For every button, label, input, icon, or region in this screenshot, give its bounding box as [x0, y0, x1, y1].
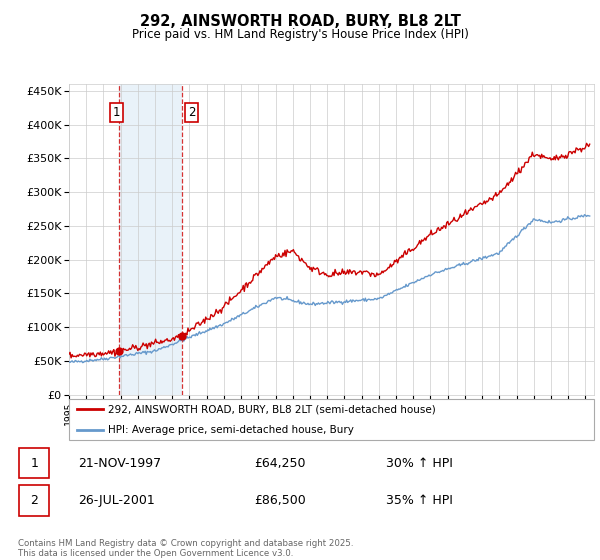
Text: 292, AINSWORTH ROAD, BURY, BL8 2LT: 292, AINSWORTH ROAD, BURY, BL8 2LT [140, 14, 460, 29]
Bar [19, 485, 49, 516]
Text: 1: 1 [31, 456, 38, 470]
Text: HPI: Average price, semi-detached house, Bury: HPI: Average price, semi-detached house,… [109, 424, 354, 435]
Text: 35% ↑ HPI: 35% ↑ HPI [386, 494, 453, 507]
Text: 30% ↑ HPI: 30% ↑ HPI [386, 456, 453, 470]
Bar [19, 447, 49, 478]
Text: 26-JUL-2001: 26-JUL-2001 [78, 494, 155, 507]
Text: 1: 1 [113, 106, 120, 119]
Text: 2: 2 [188, 106, 195, 119]
Text: £86,500: £86,500 [254, 494, 305, 507]
Text: Price paid vs. HM Land Registry's House Price Index (HPI): Price paid vs. HM Land Registry's House … [131, 28, 469, 41]
Text: £64,250: £64,250 [254, 456, 305, 470]
Text: 2: 2 [31, 494, 38, 507]
Text: 21-NOV-1997: 21-NOV-1997 [78, 456, 161, 470]
Text: 292, AINSWORTH ROAD, BURY, BL8 2LT (semi-detached house): 292, AINSWORTH ROAD, BURY, BL8 2LT (semi… [109, 404, 436, 414]
Text: Contains HM Land Registry data © Crown copyright and database right 2025.
This d: Contains HM Land Registry data © Crown c… [18, 539, 353, 558]
